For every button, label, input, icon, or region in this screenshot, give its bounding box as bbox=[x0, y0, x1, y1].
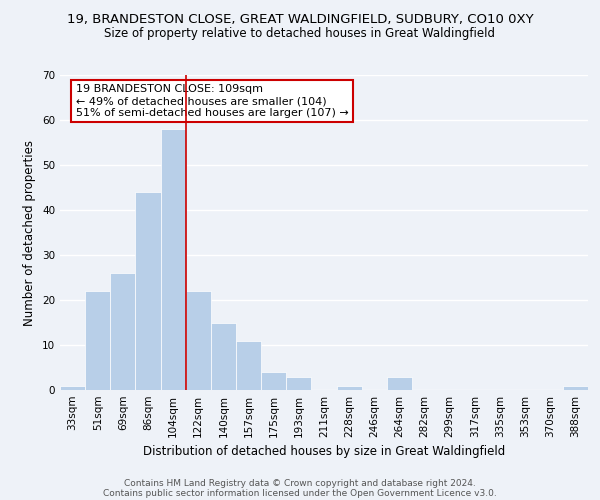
Bar bbox=[387, 376, 412, 390]
Text: Size of property relative to detached houses in Great Waldingfield: Size of property relative to detached ho… bbox=[104, 28, 496, 40]
Text: 19 BRANDESTON CLOSE: 109sqm
← 49% of detached houses are smaller (104)
51% of se: 19 BRANDESTON CLOSE: 109sqm ← 49% of det… bbox=[76, 84, 349, 117]
Bar bbox=[563, 386, 588, 390]
Bar bbox=[60, 386, 85, 390]
Bar bbox=[286, 376, 311, 390]
Bar bbox=[337, 386, 362, 390]
Bar bbox=[261, 372, 286, 390]
Bar bbox=[236, 340, 261, 390]
Text: Contains public sector information licensed under the Open Government Licence v3: Contains public sector information licen… bbox=[103, 488, 497, 498]
X-axis label: Distribution of detached houses by size in Great Waldingfield: Distribution of detached houses by size … bbox=[143, 446, 505, 458]
Text: Contains HM Land Registry data © Crown copyright and database right 2024.: Contains HM Land Registry data © Crown c… bbox=[124, 478, 476, 488]
Text: 19, BRANDESTON CLOSE, GREAT WALDINGFIELD, SUDBURY, CO10 0XY: 19, BRANDESTON CLOSE, GREAT WALDINGFIELD… bbox=[67, 12, 533, 26]
Bar bbox=[110, 273, 136, 390]
Bar bbox=[211, 322, 236, 390]
Y-axis label: Number of detached properties: Number of detached properties bbox=[23, 140, 37, 326]
Bar bbox=[85, 291, 110, 390]
Bar bbox=[161, 129, 186, 390]
Bar bbox=[186, 291, 211, 390]
Bar bbox=[136, 192, 161, 390]
